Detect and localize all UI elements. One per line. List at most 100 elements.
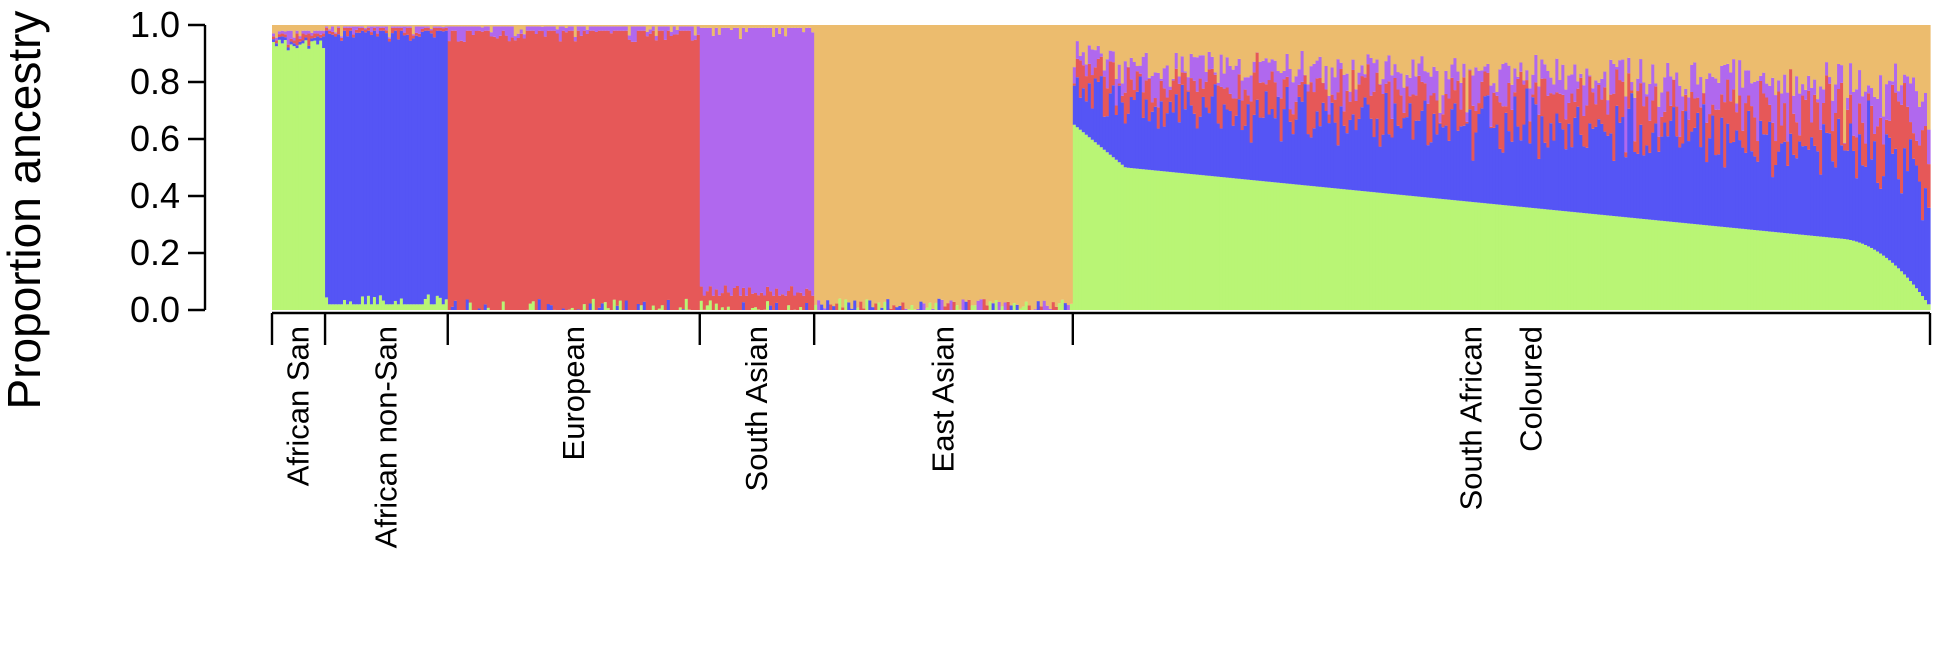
- ancestry-segment-purple: [1237, 58, 1242, 75]
- ancestry-segment-blue: [337, 34, 341, 305]
- ancestry-segment-purple: [1198, 55, 1203, 79]
- ancestry-segment-green: [1516, 206, 1520, 310]
- ancestry-segment-orange: [1558, 25, 1562, 80]
- ancestry-segment-orange: [1054, 25, 1059, 307]
- ancestry-segment-green: [1438, 198, 1443, 310]
- ancestry-segment-red: [444, 27, 449, 31]
- ancestry-segment-purple: [1609, 59, 1613, 95]
- ancestry-segment-orange: [1072, 25, 1077, 68]
- ancestry-segment-red: [1228, 93, 1233, 111]
- ancestry-segment-purple: [762, 27, 767, 296]
- ancestry-segment-green: [955, 305, 960, 310]
- ancestry-segment-blue: [1636, 153, 1640, 219]
- ancestry-segment-purple: [1510, 84, 1514, 110]
- ancestry-segment-orange: [1777, 25, 1781, 81]
- ancestry-segment-purple: [537, 26, 542, 31]
- ancestry-segment-purple: [648, 29, 653, 34]
- ancestry-segment-green: [1648, 219, 1652, 310]
- ancestry-segment-orange: [1330, 25, 1335, 68]
- ancestry-segment-orange: [552, 25, 557, 27]
- ancestry-segment-green: [1198, 174, 1203, 310]
- ancestry-segment-blue: [871, 307, 875, 310]
- ancestry-segment-blue: [1798, 141, 1802, 235]
- ancestry-segment-orange: [1804, 25, 1808, 90]
- ancestry-segment-green: [1180, 173, 1185, 310]
- ancestry-segment-purple: [1564, 89, 1568, 120]
- ancestry-segment-green: [1885, 257, 1889, 310]
- ancestry-segment-red: [1534, 82, 1538, 105]
- ancestry-segment-blue: [1411, 139, 1416, 197]
- ancestry-segment-orange: [1543, 25, 1547, 65]
- ancestry-segment-blue: [880, 307, 884, 310]
- ancestry-segment-purple: [558, 26, 563, 42]
- ancestry-segment-blue: [390, 33, 395, 305]
- ancestry-segment-red: [1768, 104, 1772, 122]
- ancestry-segment-orange: [1369, 25, 1374, 58]
- ancestry-segment-purple: [1318, 56, 1323, 79]
- ancestry-segment-orange: [1228, 25, 1233, 66]
- ancestry-segment-red: [558, 41, 563, 311]
- ancestry-segment-orange: [1339, 25, 1344, 63]
- ancestry-segment-purple: [292, 37, 297, 41]
- ancestry-segment-blue: [1765, 134, 1769, 232]
- ancestry-segment-orange: [627, 25, 632, 36]
- ancestry-segment-orange: [334, 25, 338, 33]
- ancestry-segment-blue: [1918, 181, 1922, 293]
- ancestry-segment-red: [328, 30, 332, 34]
- ancestry-segment-orange: [1492, 25, 1497, 84]
- ancestry-segment-red: [1330, 94, 1335, 103]
- ancestry-segment-orange: [1816, 25, 1820, 100]
- ancestry-segment-orange: [543, 25, 548, 27]
- ancestry-segment-green: [1714, 226, 1718, 310]
- ancestry-segment-purple: [1360, 65, 1365, 77]
- ancestry-segment-red: [1495, 95, 1500, 125]
- ancestry-segment-orange: [702, 25, 707, 28]
- ancestry-segment-orange: [1522, 25, 1526, 81]
- ancestry-segment-orange: [1675, 25, 1679, 73]
- ancestry-segment-red: [1816, 102, 1820, 152]
- ancestry-segment-green: [1522, 207, 1526, 310]
- ancestry-segment-orange: [1801, 25, 1805, 85]
- ancestry-segment-green: [277, 39, 282, 311]
- ancestry-segment-orange: [1459, 25, 1464, 83]
- ancestry-segment-green: [1783, 233, 1787, 310]
- ancestry-segment-green: [1507, 205, 1511, 310]
- ancestry-segment-blue: [1924, 188, 1928, 301]
- ancestry-segment-blue: [1168, 101, 1173, 172]
- ancestry-segment-blue: [1372, 137, 1377, 193]
- ancestry-segment-orange: [1327, 25, 1332, 96]
- ancestry-segment-green: [1843, 238, 1847, 310]
- ancestry-segment-green: [1384, 193, 1389, 310]
- ancestry-segment-blue: [1666, 136, 1670, 222]
- ancestry-segment-orange: [1375, 25, 1380, 60]
- ancestry-segment-orange: [1435, 25, 1440, 71]
- ancestry-segment-green: [1243, 179, 1248, 310]
- y-tick-label: 0.0: [130, 289, 180, 330]
- ancestry-segment-orange: [1525, 25, 1529, 71]
- ancestry-segment-red: [756, 295, 761, 310]
- ancestry-segment-purple: [702, 27, 707, 296]
- ancestry-segment-purple: [1825, 62, 1829, 76]
- ancestry-segment-purple: [1546, 70, 1550, 96]
- ancestry-segment-red: [1648, 120, 1652, 153]
- ancestry-segment-red: [546, 30, 551, 305]
- ancestry-segment-purple: [1633, 97, 1637, 142]
- ancestry-segment-orange: [720, 25, 725, 28]
- ancestry-segment-green: [417, 304, 422, 310]
- ancestry-segment-red: [1552, 94, 1556, 141]
- ancestry-segment-orange: [1702, 25, 1706, 94]
- ancestry-segment-red: [1261, 82, 1266, 118]
- ancestry-segment-red: [378, 27, 383, 31]
- ancestry-segment-blue: [624, 300, 629, 310]
- ancestry-segment-orange: [1474, 25, 1479, 68]
- ancestry-segment-red: [1582, 115, 1586, 147]
- ancestry-segment-red: [1801, 95, 1805, 147]
- ancestry-segment-red: [1897, 101, 1901, 180]
- ancestry-segment-orange: [1840, 25, 1844, 66]
- ancestry-segment-orange: [1786, 25, 1790, 93]
- ancestry-segment-red: [1579, 77, 1583, 135]
- ancestry-segment-orange: [741, 25, 746, 28]
- ancestry-segment-blue: [546, 304, 551, 310]
- ancestry-segment-purple: [1798, 93, 1802, 136]
- ancestry-segment-orange: [1540, 25, 1544, 60]
